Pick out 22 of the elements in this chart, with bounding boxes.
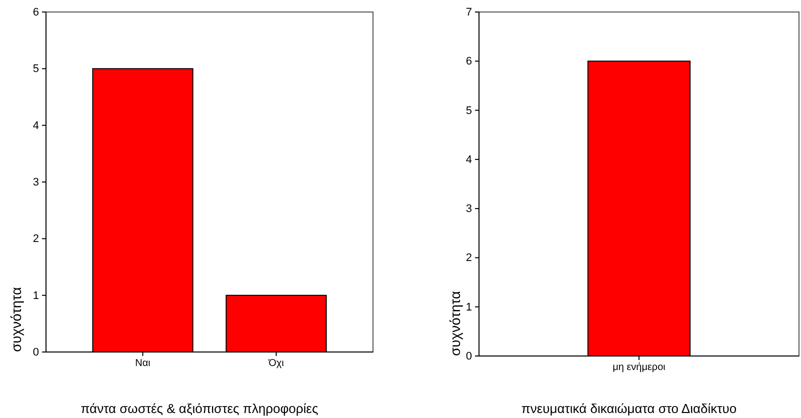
y-tick-label: 4 [32, 120, 39, 132]
y-axis-title: συχνότητα [447, 291, 463, 356]
y-tick-label: 4 [466, 154, 472, 166]
x-tick-label: μη ενήμεροι [612, 362, 666, 374]
x-tick-label: Όχι [268, 358, 284, 370]
y-tick-label: 7 [466, 6, 472, 19]
y-tick-label: 1 [466, 301, 472, 314]
y-tick-label: 3 [32, 176, 39, 189]
y-tick-label: 0 [466, 350, 472, 363]
y-tick-label: 5 [32, 63, 39, 76]
y-tick-label: 2 [466, 252, 472, 264]
y-tick-label: 2 [32, 233, 39, 246]
x-axis-title: πνευματικά δικαιώματα στο Διαδίκτυο [521, 401, 737, 416]
x-axis-title: πάντα σωστές & αξιόπιστες πληροφορίες [80, 401, 318, 416]
y-tick-label: 5 [466, 104, 472, 117]
y-tick-label: 6 [466, 56, 472, 68]
y-tick-label: 6 [32, 6, 39, 19]
x-tick-label: Ναι [135, 358, 150, 370]
y-tick-label: 1 [32, 290, 39, 302]
y-tick-label: 3 [466, 203, 472, 216]
y-tick-label: 0 [32, 346, 39, 359]
y-axis-title: συχνότητα [8, 287, 24, 352]
